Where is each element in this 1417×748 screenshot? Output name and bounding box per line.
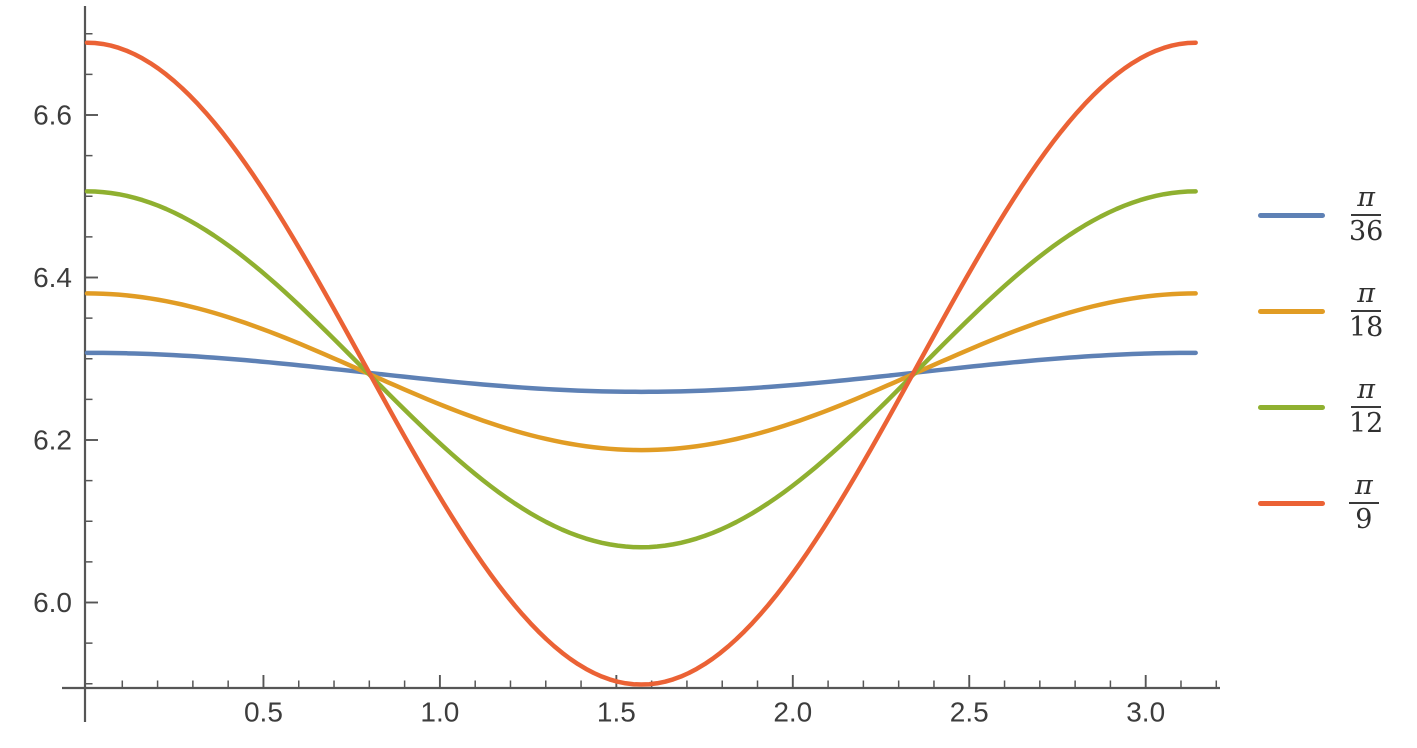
series-curve-pi-18 — [84, 291, 1198, 453]
legend-entry: π 18 — [1258, 269, 1383, 353]
fraction-denominator: 36 — [1349, 216, 1384, 247]
series-curve-pi-12 — [84, 189, 1198, 550]
x-tick-label: 2.0 — [773, 697, 812, 728]
x-tick-label: 1.5 — [597, 697, 636, 728]
fraction-numerator: π — [1351, 279, 1382, 312]
y-tick-label: 6.2 — [33, 425, 72, 456]
legend-line-swatch — [1258, 212, 1325, 218]
y-tick-label: 6.0 — [33, 587, 72, 618]
y-tick-label: 6.4 — [33, 262, 72, 293]
legend-label-fraction: π 18 — [1349, 279, 1384, 343]
series-curve-pi-9 — [84, 40, 1198, 687]
legend-line-swatch — [1258, 500, 1325, 506]
x-tick-label: 3.0 — [1126, 697, 1165, 728]
fraction-numerator: π — [1349, 471, 1379, 504]
x-tick-label: 2.5 — [950, 697, 989, 728]
legend-label-fraction: π 36 — [1349, 183, 1384, 247]
legend-entry: π 9 — [1258, 461, 1379, 545]
series-curve-pi-36 — [84, 350, 1198, 395]
legend-entry: π 12 — [1258, 365, 1383, 449]
fraction-denominator: 18 — [1349, 312, 1384, 343]
legend-line-swatch — [1258, 308, 1325, 314]
fraction-denominator: 9 — [1355, 504, 1373, 535]
fraction-denominator: 12 — [1349, 408, 1384, 439]
legend-entry: π 36 — [1258, 173, 1383, 257]
legend-label-fraction: π 9 — [1349, 471, 1379, 535]
fraction-numerator: π — [1351, 375, 1382, 408]
legend-line-swatch — [1258, 404, 1325, 410]
y-tick-label: 6.6 — [33, 100, 72, 131]
fraction-numerator: π — [1351, 183, 1382, 216]
legend-label-fraction: π 12 — [1349, 375, 1384, 439]
x-tick-label: 1.0 — [420, 697, 459, 728]
x-tick-label: 0.5 — [244, 697, 283, 728]
